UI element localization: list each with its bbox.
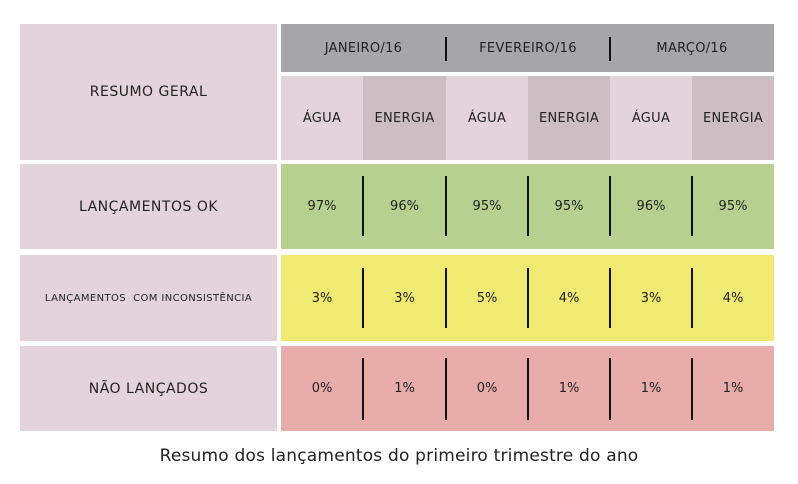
cell-divider xyxy=(445,358,447,420)
data-cell: 3% xyxy=(394,290,415,306)
cell-divider xyxy=(445,268,447,328)
subheader-energia: ENERGIA xyxy=(692,76,774,160)
cell-divider xyxy=(691,268,693,328)
subheader-agua: ÁGUA xyxy=(281,76,363,160)
cell-divider xyxy=(691,358,693,420)
row-label-inconsistencia: LANÇAMENTOS COM INCONSISTÊNCIA xyxy=(20,255,277,341)
data-cell: 95% xyxy=(718,199,748,214)
corner-label-cell: RESUMO GERAL xyxy=(20,24,277,160)
subheader-agua: ÁGUA xyxy=(610,76,692,160)
cell-divider xyxy=(527,176,529,236)
cell-divider xyxy=(362,358,364,420)
cell-divider xyxy=(527,358,529,420)
data-cell: 1% xyxy=(640,381,662,396)
cell-divider xyxy=(691,176,693,236)
month-header-bar xyxy=(281,24,774,72)
data-cell: 95% xyxy=(554,199,584,214)
data-cell: 1% xyxy=(394,381,415,396)
cell-divider xyxy=(362,268,364,328)
data-cell: 0% xyxy=(311,381,333,396)
data-cell: 0% xyxy=(476,381,498,396)
data-cell: 96% xyxy=(390,199,419,214)
subheader-energia: ENERGIA xyxy=(363,76,446,160)
row-label-ok: LANÇAMENTOS OK xyxy=(20,164,277,249)
row-label-nao-lancados: NÃO LANÇADOS xyxy=(20,346,277,431)
subheader-agua: ÁGUA xyxy=(446,76,528,160)
month-header-feb: FEVEREIRO/16 xyxy=(479,40,577,56)
cell-divider xyxy=(609,176,611,236)
cell-divider xyxy=(362,176,364,236)
cell-divider xyxy=(445,176,447,236)
data-cell: 96% xyxy=(636,199,666,214)
cell-divider xyxy=(609,268,611,328)
data-cell: 4% xyxy=(722,290,744,306)
data-cell: 97% xyxy=(307,199,337,214)
month-divider xyxy=(609,37,611,61)
cell-divider xyxy=(527,268,529,328)
data-cell: 3% xyxy=(311,290,333,306)
corner-label: RESUMO GERAL xyxy=(89,84,208,100)
cell-divider xyxy=(609,358,611,420)
data-cell: 1% xyxy=(558,381,580,396)
data-cell: 3% xyxy=(640,290,662,306)
data-cell: 95% xyxy=(472,199,502,214)
data-cell: 4% xyxy=(558,290,580,306)
month-divider xyxy=(445,37,447,61)
table-caption: Resumo dos lançamentos do primeiro trime… xyxy=(159,446,639,466)
data-cell: 5% xyxy=(476,290,498,306)
data-cell: 1% xyxy=(722,381,744,396)
month-header-mar: MARÇO/16 xyxy=(656,40,728,56)
subheader-energia: ENERGIA xyxy=(528,76,610,160)
month-header-jan: JANEIRO/16 xyxy=(324,40,403,56)
